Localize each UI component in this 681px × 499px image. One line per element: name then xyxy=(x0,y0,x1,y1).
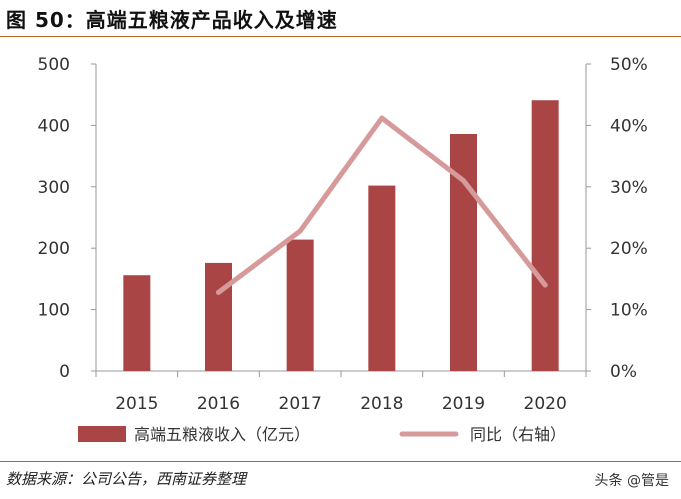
combo-chart: 0 100 200 300 400 500 0% 10% 20% 30% 40% 50% 2015 201… xyxy=(38,55,648,444)
x-tick-label: 2015 xyxy=(115,394,158,414)
x-tick-label: 2016 xyxy=(197,394,240,414)
bar xyxy=(450,133,477,371)
title-rule xyxy=(0,36,681,37)
bar xyxy=(205,262,232,371)
watermark: 头条 @管是 xyxy=(594,473,669,489)
x-tick-label: 2020 xyxy=(524,394,567,414)
y-left-tick-label: 400 xyxy=(38,116,70,136)
y-right-tick-label: 20% xyxy=(610,239,648,259)
y-left-tick-label: 200 xyxy=(38,239,70,259)
x-tick-label: 2018 xyxy=(360,394,403,414)
y-right-tick-label: 10% xyxy=(610,301,648,321)
line-point xyxy=(461,178,466,184)
y-right-tick-label: 0% xyxy=(610,362,637,382)
line-point xyxy=(216,289,221,295)
line-point xyxy=(379,115,385,121)
y-right-tick-label: 30% xyxy=(610,178,648,198)
bar xyxy=(531,100,559,371)
y-right-tick-label: 40% xyxy=(610,116,648,136)
source-note: 数据来源：公司公告，西南证券整理 xyxy=(6,470,247,488)
y-left-tick-label: 500 xyxy=(38,55,70,75)
line-point xyxy=(542,282,548,288)
bar xyxy=(286,239,314,371)
y-left-tick-label: 0 xyxy=(59,362,70,382)
y-left-tick-label: 100 xyxy=(38,301,70,321)
x-tick-label: 2017 xyxy=(279,394,322,414)
bar xyxy=(123,275,151,371)
chart-title: 图 50：高端五粮液产品收入及增速 xyxy=(6,8,338,32)
x-tick-label: 2019 xyxy=(442,394,485,414)
y-left-tick-label: 300 xyxy=(38,178,70,198)
legend-line-label: 同比（右轴） xyxy=(470,425,566,444)
legend-bar-label: 高端五粮液收入（亿元） xyxy=(134,425,310,444)
legend-bar-swatch xyxy=(78,426,126,442)
line-point xyxy=(297,228,303,234)
footer-rule xyxy=(0,461,681,462)
y-right-tick-label: 50% xyxy=(610,55,648,75)
bar xyxy=(368,185,396,371)
